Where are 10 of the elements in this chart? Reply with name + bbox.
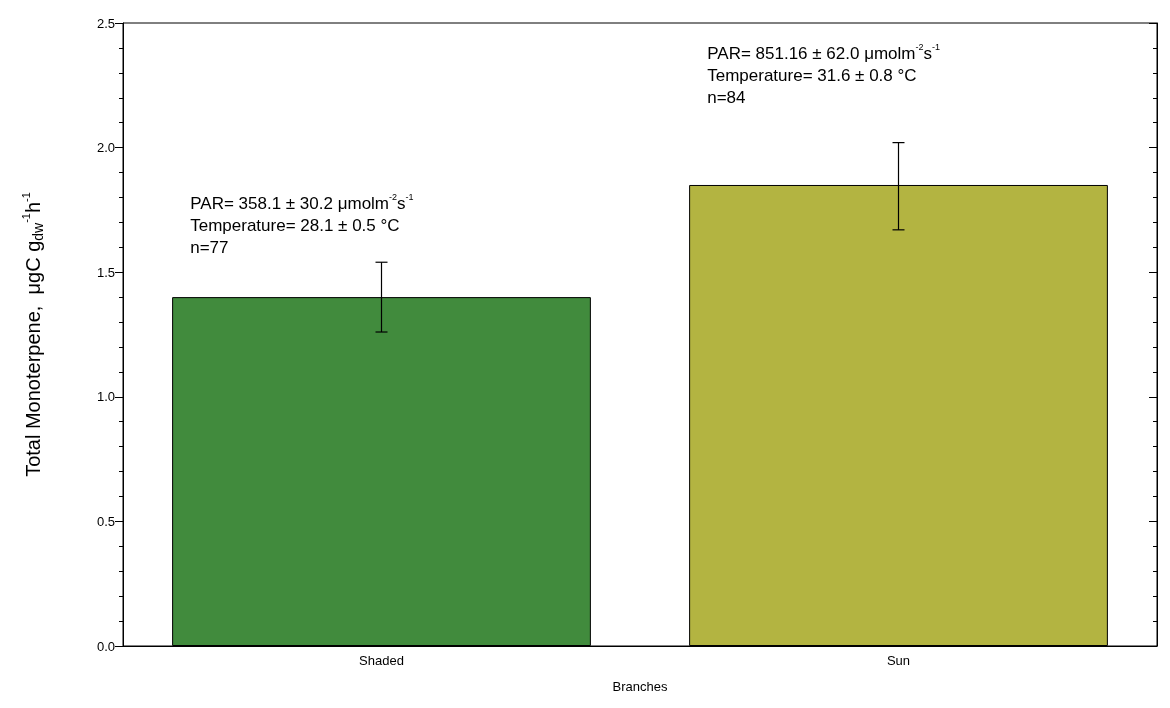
y-tick-label: 1.0	[96, 389, 115, 405]
y-tick-label: 1.5	[96, 264, 115, 280]
x-tick-label: Sun	[886, 653, 911, 668]
y-tick-label: 0.0	[96, 638, 115, 654]
y-axis-title: Total Monoterpene, μgC gdw-1h-1	[19, 192, 46, 477]
x-tick-label: Shaded	[359, 653, 404, 668]
y-tick-label: 2.0	[96, 140, 115, 156]
y-tick-label: 0.5	[96, 513, 115, 529]
y-tick-label: 2.5	[96, 15, 115, 31]
x-axis-title: Branches	[612, 679, 668, 694]
